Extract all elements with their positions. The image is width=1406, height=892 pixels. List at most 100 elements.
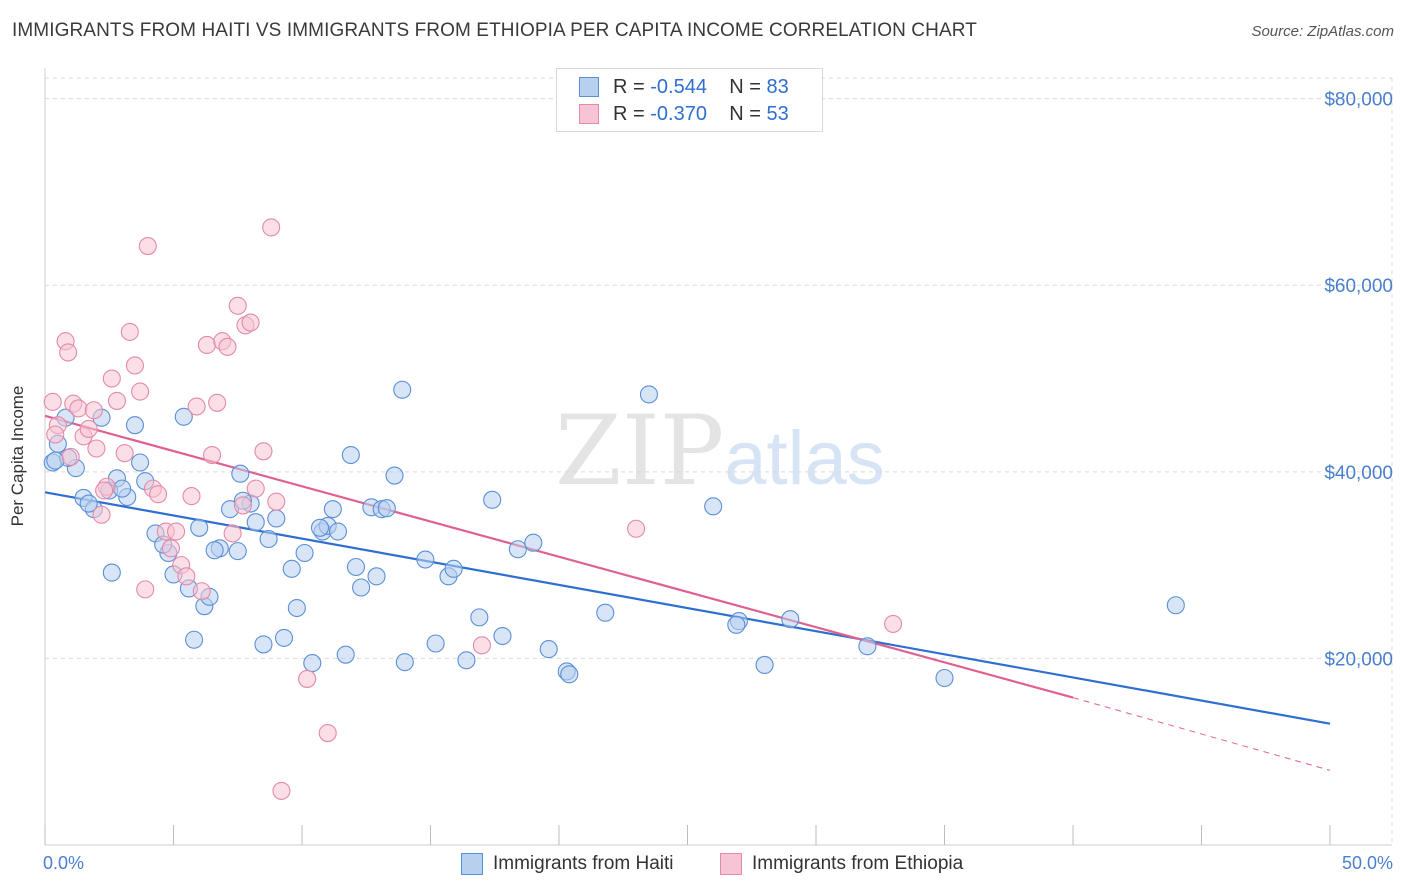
haiti-point — [295, 543, 314, 563]
ethiopia-point — [272, 781, 291, 800]
haiti-trend-line — [44, 491, 1331, 725]
ethiopia-point — [228, 296, 247, 315]
legend-n-label: N = — [729, 75, 761, 98]
haiti-point — [303, 654, 322, 673]
ethiopia-point — [92, 505, 111, 524]
ethiopia-point — [627, 519, 646, 538]
haiti-point — [444, 559, 463, 578]
watermark-zip: ZIP — [555, 395, 725, 507]
haiti-point — [352, 578, 371, 597]
haiti-point — [228, 542, 247, 561]
legend-r-ethiopia: -0.370 — [650, 102, 707, 125]
haiti-point — [310, 518, 330, 537]
legend-r-label: R = — [613, 102, 645, 125]
legend-row-haiti: R = -0.544 N = 83 — [579, 75, 789, 99]
legend-n-label: N = — [729, 102, 761, 125]
ethiopia-point — [318, 723, 337, 743]
bottom-legend-swatch-haiti — [461, 853, 483, 875]
haiti-point — [231, 464, 250, 483]
haiti-point — [282, 559, 301, 578]
ethiopia-point — [472, 636, 491, 655]
haiti-point — [254, 635, 273, 654]
haiti-point — [524, 533, 543, 552]
haiti-point — [935, 668, 954, 688]
bottom-legend-haiti[interactable]: Immigrants from Haiti — [461, 852, 674, 876]
haiti-point — [704, 497, 723, 516]
ethiopia-point — [192, 582, 211, 601]
legend-r-haiti: -0.544 — [650, 75, 707, 98]
haiti-point — [125, 416, 144, 435]
legend-r-label: R = — [613, 75, 645, 98]
haiti-point — [323, 500, 342, 519]
ethiopia-trend-extension — [1072, 697, 1331, 771]
bottom-legend-label-haiti: Immigrants from Haiti — [493, 853, 674, 874]
ethiopia-point — [177, 567, 196, 586]
haiti-point — [246, 513, 265, 532]
ethiopia-point — [233, 496, 252, 515]
legend-swatch-haiti — [579, 77, 599, 97]
haiti-point — [174, 407, 193, 426]
ethiopia-point — [120, 322, 139, 341]
ethiopia-point — [208, 393, 227, 412]
haiti-point — [79, 494, 98, 513]
y-tick-label: $80,000 — [1324, 90, 1393, 111]
ethiopia-point — [223, 524, 242, 543]
ethiopia-point — [46, 425, 65, 444]
haiti-point — [205, 541, 224, 560]
haiti-point — [336, 645, 355, 664]
y-tick-label: $60,000 — [1324, 276, 1393, 297]
haiti-point — [274, 628, 294, 647]
haiti-point — [426, 634, 445, 653]
y-tick-label: $20,000 — [1324, 649, 1393, 670]
y-tick-label: $40,000 — [1324, 463, 1393, 484]
tick-labels: $20,000 $40,000 $60,000 $80,000 0.0% 50.0% — [43, 90, 1393, 873]
ethiopia-point — [149, 485, 168, 504]
bottom-legend-label-ethiopia: Immigrants from Ethiopia — [752, 853, 964, 874]
legend-n-haiti: 83 — [766, 75, 789, 98]
haiti-point — [483, 490, 502, 509]
legend-row-ethiopia: R = -0.370 N = 53 — [579, 102, 789, 126]
haiti-point — [102, 563, 121, 582]
watermark: ZIPatlas — [555, 395, 885, 507]
haiti-point — [416, 550, 435, 569]
bottom-legend-ethiopia[interactable]: Immigrants from Ethiopia — [720, 852, 963, 876]
ethiopia-point — [61, 447, 80, 466]
haiti-point — [393, 380, 412, 399]
haiti-point — [858, 637, 877, 656]
ethiopia-point — [59, 343, 78, 362]
ethiopia-point — [161, 539, 180, 558]
ethiopia-point — [95, 481, 114, 500]
ethiopia-point — [298, 669, 317, 688]
haiti-point — [377, 499, 396, 518]
ethiopia-point — [254, 442, 273, 461]
legend-swatch-ethiopia — [579, 104, 599, 124]
watermark-atlas: atlas — [724, 416, 885, 501]
ethiopia-point — [102, 369, 121, 388]
ethiopia-point — [138, 237, 157, 256]
ethiopia-point — [79, 419, 98, 438]
x-tick-label: 50.0% — [1342, 853, 1393, 873]
ethiopia-point — [262, 218, 281, 237]
haiti-point — [1166, 596, 1185, 615]
legend-n-ethiopia: 53 — [766, 102, 789, 125]
ethiopia-point — [182, 487, 201, 506]
ethiopia-point — [43, 392, 62, 411]
haiti-point — [385, 466, 404, 485]
haiti-point — [190, 518, 209, 537]
ethiopia-point — [197, 335, 216, 355]
ethiopia-point — [267, 492, 286, 511]
ethiopia-point — [241, 313, 260, 332]
ethiopia-point — [107, 391, 127, 410]
ethiopia-point — [131, 382, 150, 401]
ethiopia-point — [84, 401, 103, 420]
haiti-point — [131, 453, 150, 472]
haiti-point — [727, 615, 746, 634]
haiti-point — [508, 540, 527, 559]
ethiopia-point — [203, 445, 222, 465]
haiti-point — [493, 626, 512, 646]
ethiopia-point — [87, 439, 106, 458]
haiti-point — [470, 608, 489, 627]
haiti-point — [287, 598, 306, 618]
haiti-point — [596, 603, 615, 622]
